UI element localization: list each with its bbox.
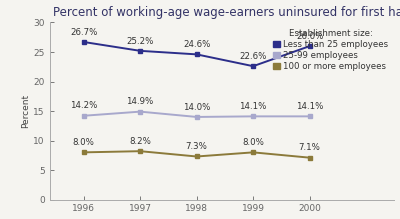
Legend: Less than 25 employees, 25-99 employees, 100 or more employees: Less than 25 employees, 25-99 employees,…	[271, 27, 390, 73]
Text: 14.1%: 14.1%	[296, 102, 323, 111]
Text: 8.2%: 8.2%	[129, 137, 151, 146]
Text: 7.3%: 7.3%	[186, 142, 208, 151]
Text: Percent of working-age wage-earners uninsured for first half of year: Percent of working-age wage-earners unin…	[53, 5, 400, 19]
Text: 24.6%: 24.6%	[183, 40, 210, 49]
Y-axis label: Percent: Percent	[22, 94, 30, 128]
Text: 26.0%: 26.0%	[296, 32, 323, 41]
Text: 14.1%: 14.1%	[240, 102, 267, 111]
Text: 26.7%: 26.7%	[70, 28, 97, 37]
Text: 14.9%: 14.9%	[126, 97, 154, 106]
Text: 7.1%: 7.1%	[299, 143, 321, 152]
Text: 8.0%: 8.0%	[242, 138, 264, 147]
Text: 8.0%: 8.0%	[73, 138, 94, 147]
Text: 22.6%: 22.6%	[240, 52, 267, 61]
Text: 14.2%: 14.2%	[70, 101, 97, 110]
Text: 14.0%: 14.0%	[183, 103, 210, 112]
Text: 25.2%: 25.2%	[126, 37, 154, 46]
